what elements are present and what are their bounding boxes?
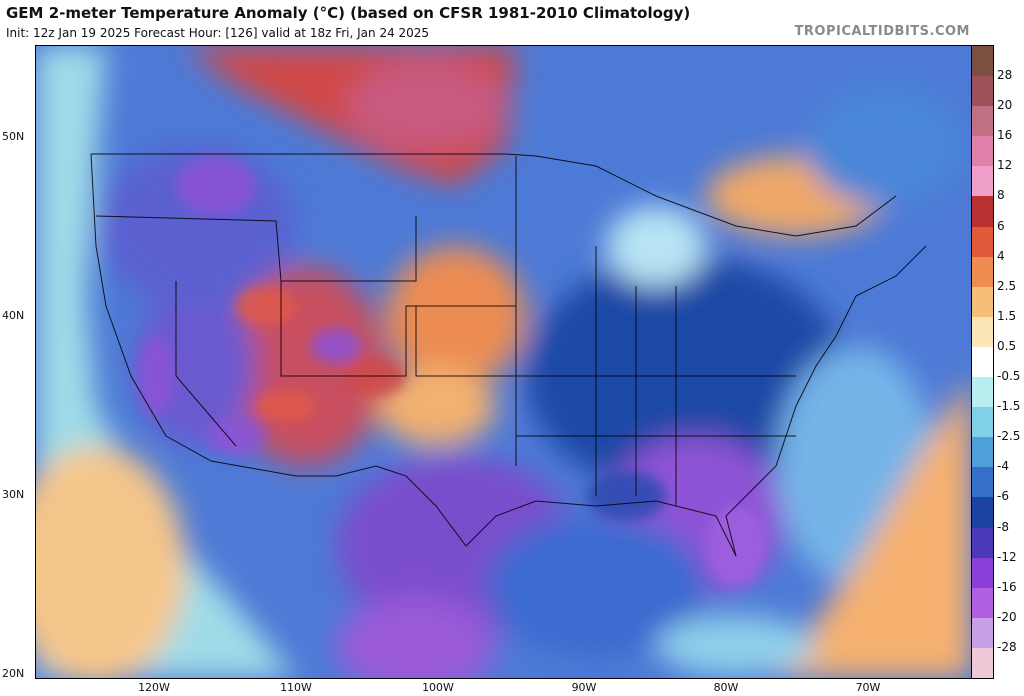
colorbar-swatch — [972, 76, 993, 107]
colorbar-swatch — [972, 497, 993, 528]
colorbar-swatch — [972, 557, 993, 588]
colorbar-label: -12 — [997, 549, 1017, 564]
lon-label-70w: 70W — [855, 681, 881, 694]
lat-label-40n: 40N — [2, 309, 25, 322]
colorbar-label: -20 — [997, 609, 1017, 624]
colorbar-swatch — [972, 46, 993, 77]
colorbar-swatch — [972, 196, 993, 227]
anomaly-map-svg — [36, 46, 971, 678]
colorbar-label: -2.5 — [997, 429, 1021, 444]
lon-label-100w: 100W — [422, 681, 454, 694]
colorbar-label: 12 — [997, 158, 1013, 173]
pacific-warm-region — [36, 446, 186, 678]
colorbar — [971, 45, 994, 679]
colorbar-swatch — [972, 226, 993, 257]
colorbar-label: 1.5 — [997, 308, 1017, 323]
colorbar-swatch — [972, 527, 993, 558]
colorbar-swatch — [972, 377, 993, 408]
colorbar-label: 2.5 — [997, 278, 1017, 293]
colorbar-label: 20 — [997, 98, 1013, 113]
colorbar-swatch — [972, 316, 993, 347]
lat-label-20n: 20N — [2, 667, 25, 680]
colorbar-swatch — [972, 136, 993, 167]
gulf-region — [486, 516, 706, 656]
map-title: GEM 2-meter Temperature Anomaly (°C) (ba… — [6, 4, 691, 22]
colorbar-swatch — [972, 407, 993, 438]
colorbar-label: 16 — [997, 128, 1013, 143]
lat-label-50n: 50N — [2, 130, 25, 143]
colorbar-label: -6 — [997, 489, 1009, 504]
colorbar-swatch — [972, 647, 993, 678]
colorbar-swatch — [972, 166, 993, 197]
colorbar-label: 6 — [997, 218, 1005, 233]
colorbar-swatch — [972, 617, 993, 648]
lon-label-110w: 110W — [280, 681, 312, 694]
colorbar-label: 0.5 — [997, 338, 1017, 353]
map-subtitle: Init: 12z Jan 19 2025 Forecast Hour: [12… — [6, 26, 430, 40]
lon-label-80w: 80W — [713, 681, 739, 694]
colorbar-label: 8 — [997, 188, 1005, 203]
site-watermark: TROPICALTIDBITS.COM — [794, 24, 970, 39]
lat-label-30n: 30N — [2, 488, 25, 501]
colorbar-label: -0.5 — [997, 369, 1021, 384]
colorbar-swatch — [972, 346, 993, 378]
colorbar-swatch — [972, 467, 993, 498]
colorbar-swatch — [972, 437, 993, 468]
colorbar-label: -8 — [997, 519, 1009, 534]
boundary-lines — [90, 153, 927, 557]
lon-label-90w: 90W — [571, 681, 597, 694]
lon-label-120w: 120W — [138, 681, 170, 694]
colorbar-swatch — [972, 256, 993, 287]
colorbar-label: -28 — [997, 639, 1017, 654]
plains-warm-region — [386, 246, 526, 386]
colorbar-swatch — [972, 286, 993, 317]
anomaly-map — [35, 45, 972, 679]
colorbar-label: -4 — [997, 459, 1009, 474]
colorbar-swatch — [972, 587, 993, 618]
colorbar-label: 28 — [997, 68, 1013, 83]
colorbar-label: 4 — [997, 248, 1005, 263]
colorbar-swatch — [972, 106, 993, 137]
atlantic-warm-region — [776, 376, 971, 678]
colorbar-label: -16 — [997, 579, 1017, 594]
colorbar-label: -1.5 — [997, 399, 1021, 414]
